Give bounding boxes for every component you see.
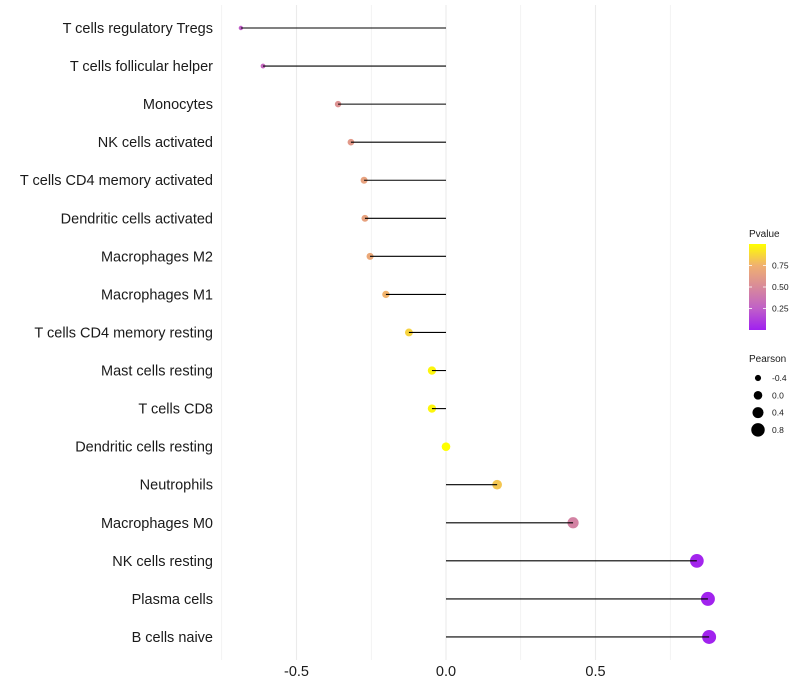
category-label: Plasma cells bbox=[132, 592, 213, 608]
legend-title-pvalue: Pvalue bbox=[749, 229, 780, 240]
category-label: Mast cells resting bbox=[101, 364, 213, 380]
size-legend-label: 0.0 bbox=[772, 390, 784, 400]
colorbar-tick-label: 0.75 bbox=[772, 261, 789, 271]
category-label: T cells follicular helper bbox=[70, 59, 213, 75]
category-label: Dendritic cells resting bbox=[75, 440, 213, 456]
category-label: NK cells resting bbox=[112, 554, 213, 570]
category-label: Macrophages M1 bbox=[101, 287, 213, 303]
size-legend-label: -0.4 bbox=[772, 373, 787, 383]
category-label: Macrophages M2 bbox=[101, 249, 213, 265]
data-point bbox=[441, 442, 451, 451]
size-legend-dot bbox=[752, 407, 764, 419]
category-label: NK cells activated bbox=[98, 135, 213, 151]
category-label: T cells CD8 bbox=[138, 402, 213, 418]
category-label: Macrophages M0 bbox=[101, 516, 213, 532]
category-label: T cells CD4 memory resting bbox=[34, 325, 213, 341]
category-label: Monocytes bbox=[143, 97, 213, 113]
colorbar-tick-label: 0.50 bbox=[772, 282, 789, 292]
x-tick-label: 0.0 bbox=[436, 664, 456, 680]
size-legend-label: 0.8 bbox=[772, 425, 784, 435]
colorbar bbox=[749, 244, 766, 330]
category-label: Dendritic cells activated bbox=[61, 211, 213, 227]
x-tick-label: -0.5 bbox=[284, 664, 309, 680]
colorbar-tick-label: 0.25 bbox=[772, 304, 789, 314]
size-legend-dot bbox=[754, 374, 762, 382]
x-tick-label: 0.5 bbox=[585, 664, 605, 680]
size-legend-label: 0.4 bbox=[772, 408, 784, 418]
data-point bbox=[347, 138, 355, 146]
data-point bbox=[260, 63, 266, 69]
category-label: T cells CD4 memory activated bbox=[20, 173, 213, 189]
category-label: B cells naive bbox=[132, 630, 213, 646]
category-label: T cells regulatory Tregs bbox=[63, 21, 213, 37]
size-legend-dot bbox=[751, 423, 765, 437]
size-legend-dot bbox=[753, 391, 763, 400]
legend-title-pearson: Pearson bbox=[749, 354, 786, 365]
category-label: Neutrophils bbox=[140, 478, 213, 494]
